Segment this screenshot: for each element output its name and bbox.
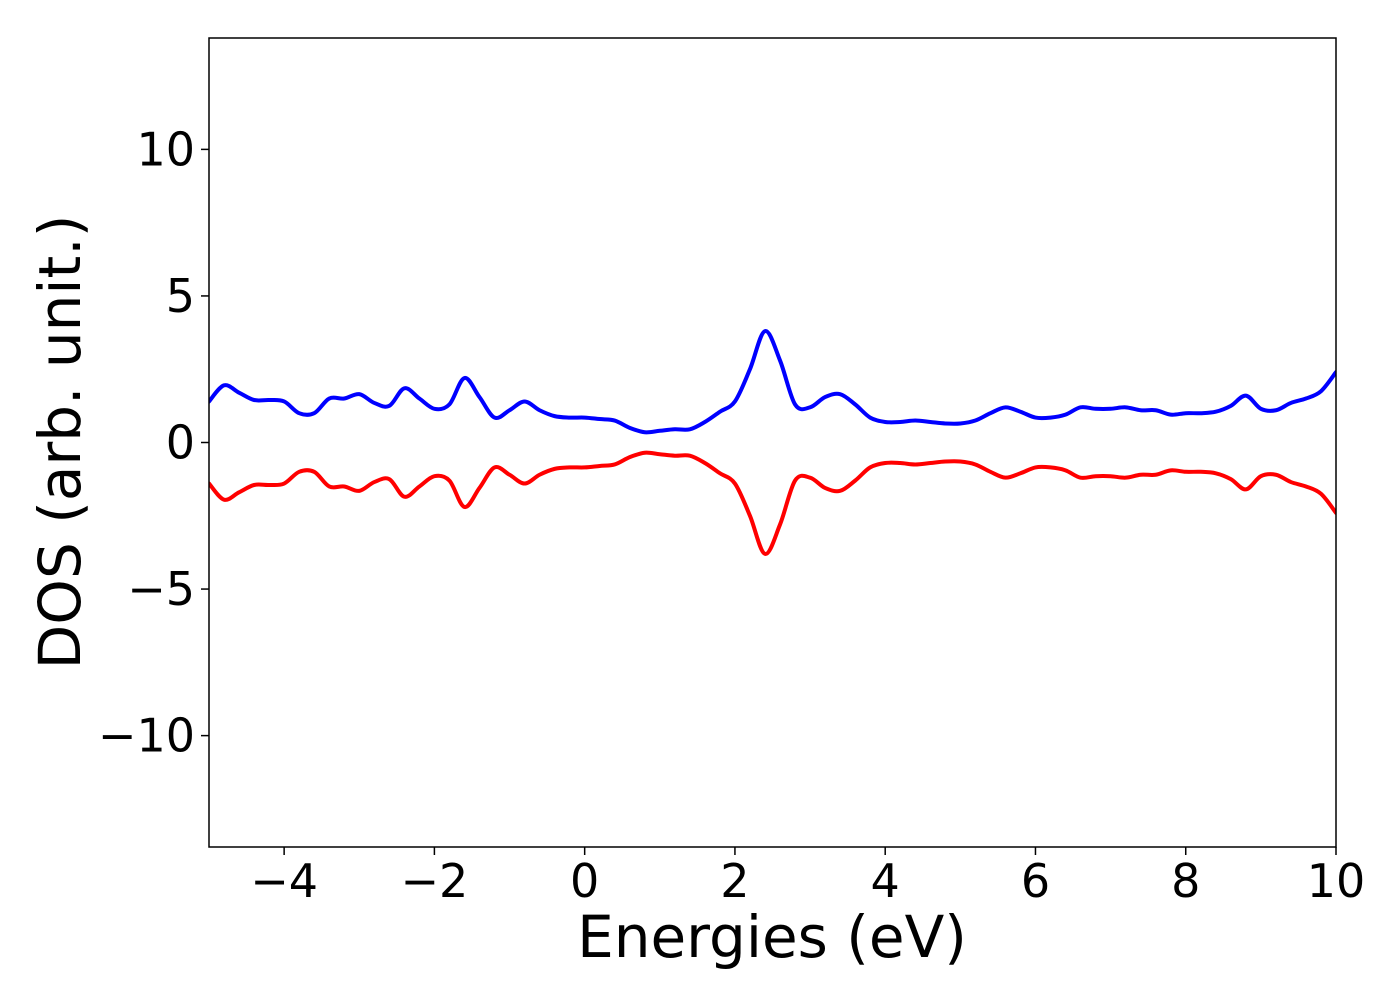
x-tick-label: 0 — [570, 854, 599, 908]
series-line-1 — [209, 329, 1336, 435]
x-tick-label: 8 — [1171, 854, 1200, 908]
series-line-2 — [209, 450, 1336, 556]
y-tick-label: −10 — [98, 709, 195, 763]
y-tick-label: 0 — [166, 416, 195, 470]
y-tick-label: 5 — [166, 269, 195, 323]
x-axis-ticks: −4 −2 0 2 4 6 8 10 — [250, 847, 1365, 908]
x-tick-label: 6 — [1021, 854, 1050, 908]
x-tick-label: 10 — [1307, 854, 1366, 908]
y-axis-ticks: −10 −5 0 5 10 — [98, 122, 209, 763]
x-axis-label: Energies (eV) — [577, 903, 967, 971]
x-tick-label: 4 — [871, 854, 900, 908]
y-tick-label: 10 — [136, 122, 195, 176]
x-tick-label: −2 — [400, 854, 468, 908]
y-axis-label: DOS (arb. unit.) — [26, 215, 94, 670]
x-tick-label: −4 — [250, 854, 318, 908]
x-tick-label: 2 — [720, 854, 749, 908]
series-layer — [209, 329, 1336, 556]
y-tick-label: −5 — [127, 562, 195, 616]
